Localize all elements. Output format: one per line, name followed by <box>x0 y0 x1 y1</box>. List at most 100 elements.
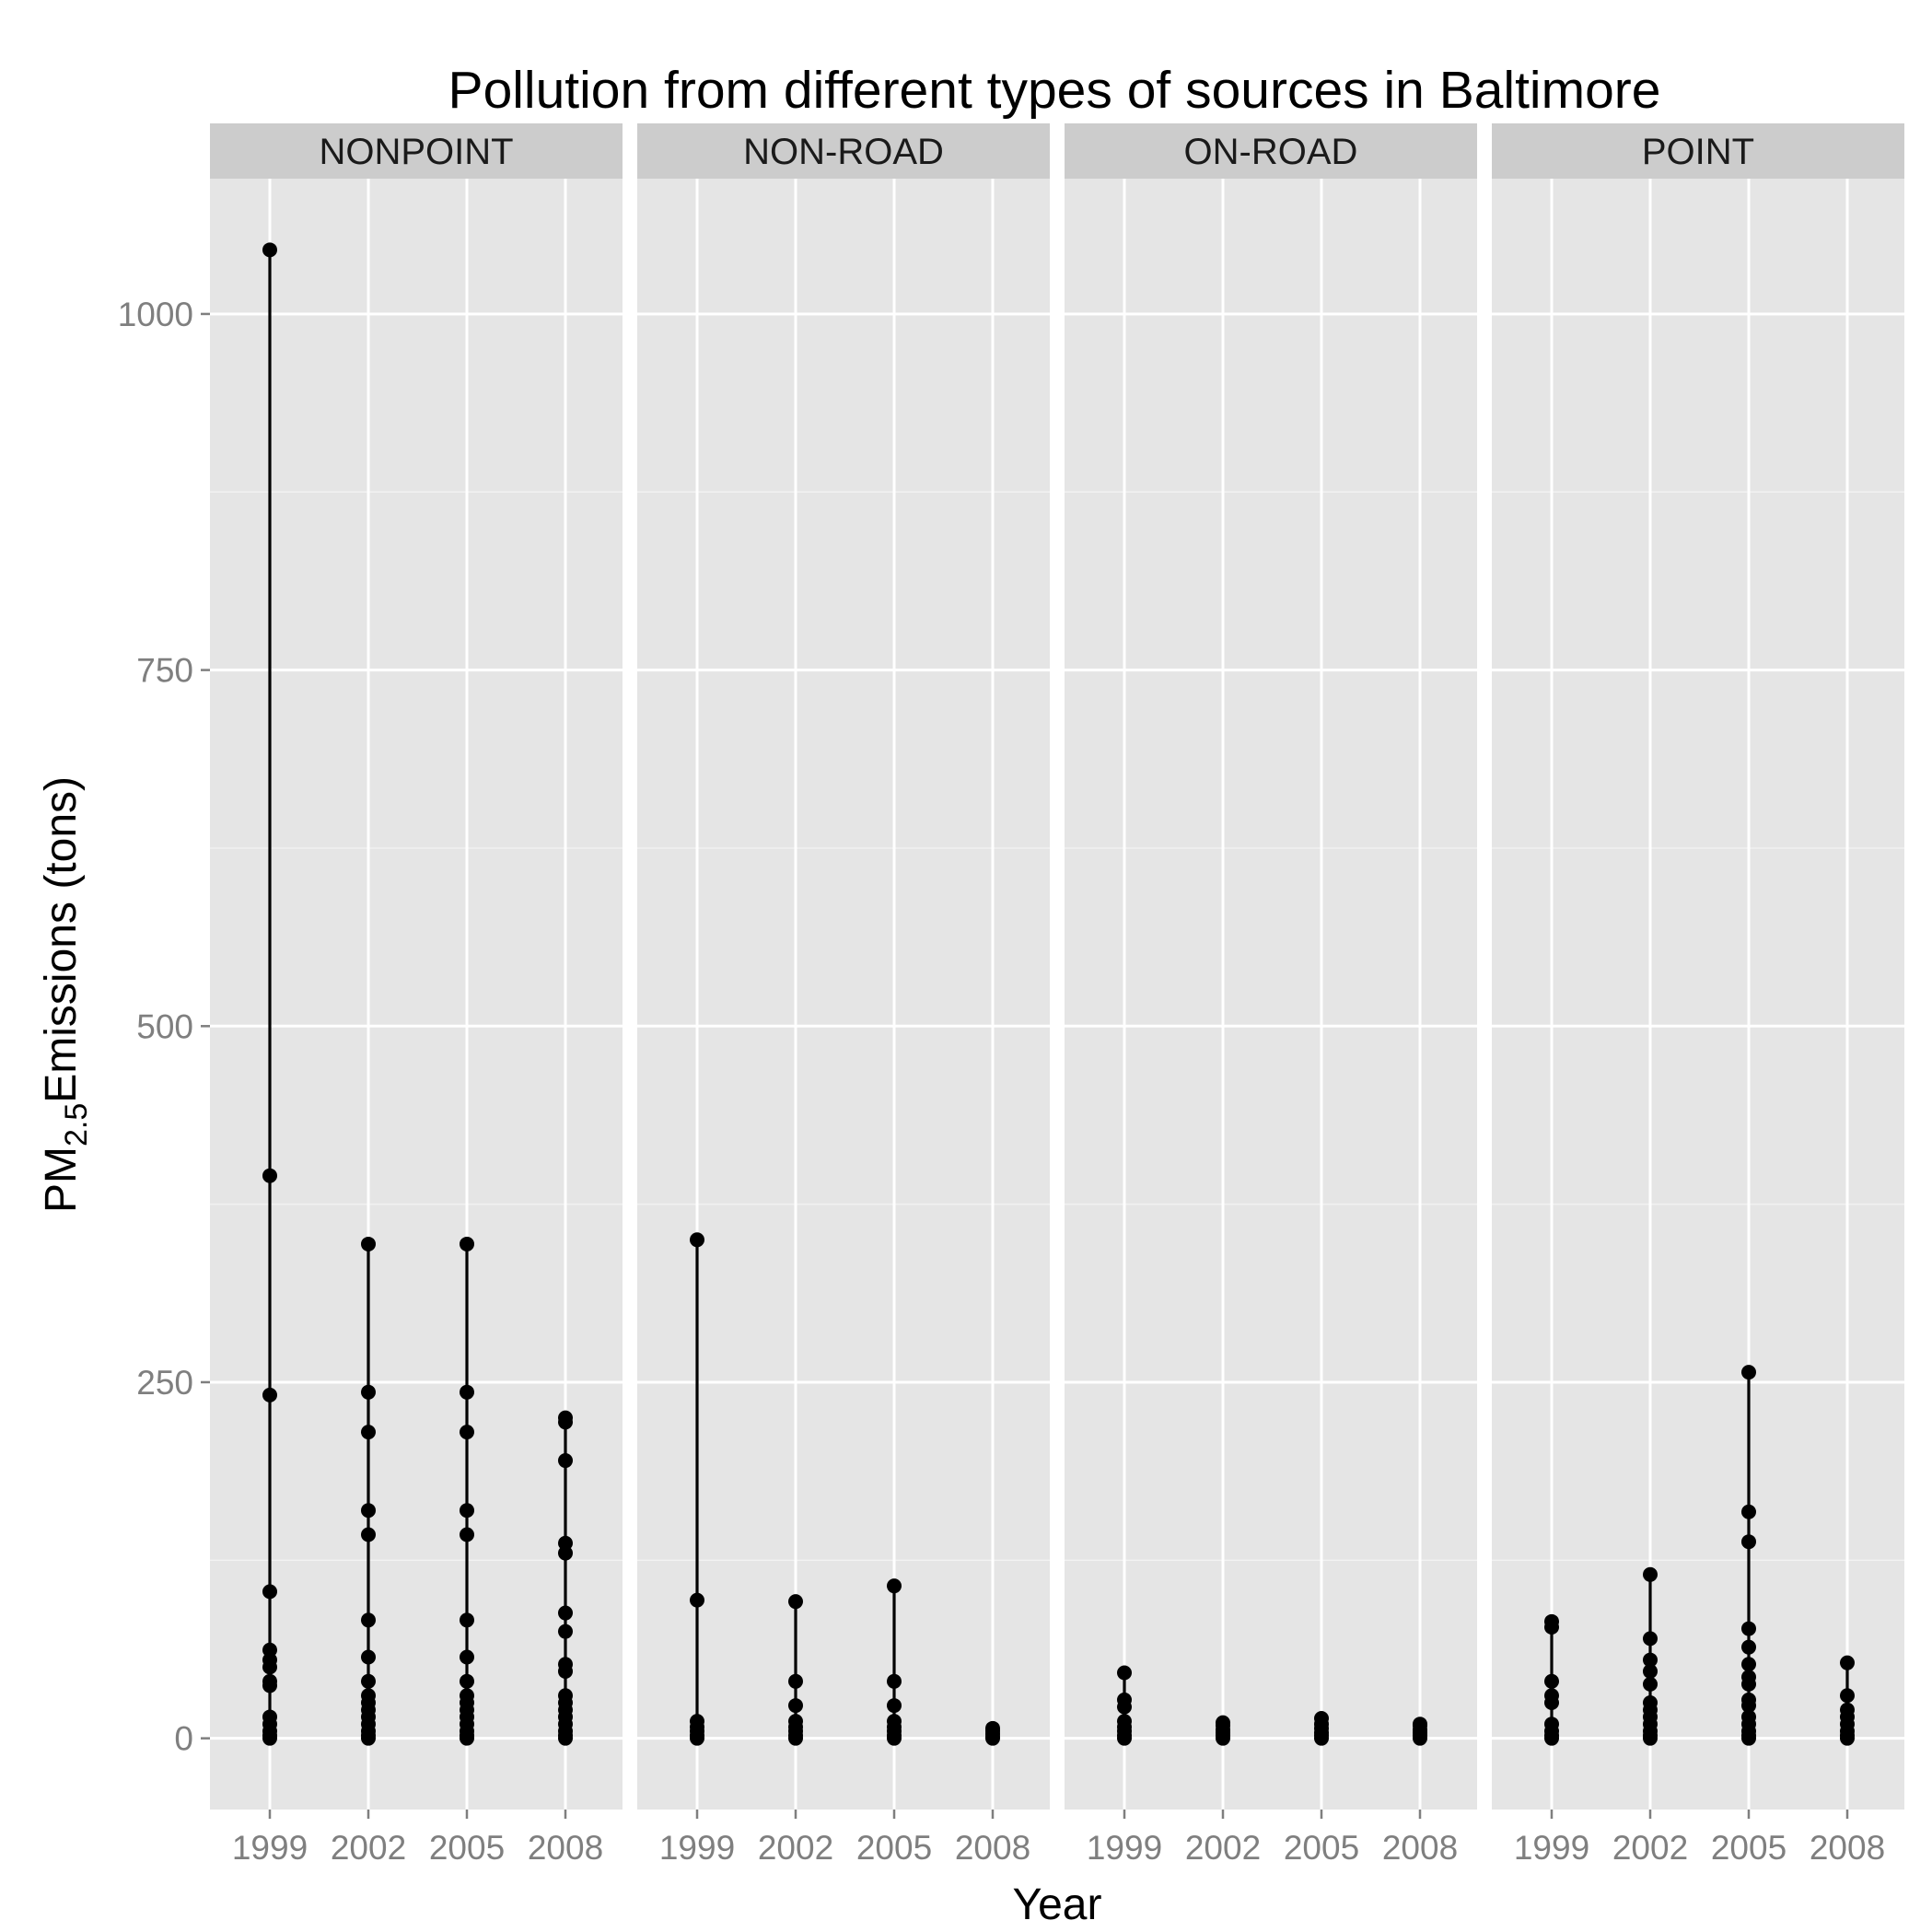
x-tick-label: 2008 <box>955 1829 1030 1867</box>
x-axis-title: Year <box>1013 1880 1102 1929</box>
data-point <box>1741 1657 1756 1672</box>
data-point <box>1544 1688 1559 1704</box>
y-tick-label: 0 <box>174 1720 193 1758</box>
data-point <box>460 1425 474 1440</box>
data-point <box>361 1688 376 1704</box>
data-point <box>788 1714 803 1729</box>
data-point <box>262 1642 277 1658</box>
data-point <box>262 1673 277 1689</box>
y-axis-title-subscript: 2.5 <box>59 1103 94 1146</box>
data-point <box>361 1673 376 1689</box>
data-point <box>1741 1639 1756 1655</box>
data-point <box>361 1236 376 1251</box>
data-point <box>262 1709 277 1725</box>
data-point <box>1840 1655 1855 1670</box>
data-point <box>262 1584 277 1600</box>
x-tick-label: 2002 <box>1612 1829 1688 1867</box>
data-point <box>887 1578 902 1594</box>
data-point <box>788 1673 803 1689</box>
data-point <box>1643 1566 1658 1582</box>
data-point <box>558 1605 573 1621</box>
data-point <box>690 1714 704 1729</box>
data-point <box>690 1232 704 1248</box>
facet-strip <box>1065 123 1477 179</box>
chart-title: Pollution from different types of source… <box>448 61 1661 120</box>
y-axis-title: PM2.5Emissions (tons) <box>37 776 94 1213</box>
data-point <box>460 1673 474 1689</box>
facet-strip <box>1492 123 1904 179</box>
data-point <box>1741 1621 1756 1636</box>
data-point <box>262 242 277 258</box>
data-point <box>1117 1692 1132 1707</box>
data-point <box>788 1594 803 1610</box>
data-point <box>1741 1534 1756 1550</box>
facet-strip-label: NON-ROAD <box>743 132 944 172</box>
facet-panel: ON-ROAD 1999 2002 2005 2008 <box>1065 123 1477 1867</box>
data-point <box>1741 1504 1756 1519</box>
data-point <box>262 1168 277 1183</box>
y-tick-label: 1000 <box>118 296 193 333</box>
data-point <box>1840 1688 1855 1704</box>
data-point <box>460 1527 474 1542</box>
panel-background <box>1065 179 1477 1810</box>
x-tick-label: 2008 <box>1382 1829 1458 1867</box>
facet-strip-label: POINT <box>1642 132 1754 172</box>
x-tick-label: 2005 <box>856 1829 932 1867</box>
data-point <box>460 1612 474 1628</box>
x-tick-label: 2002 <box>1185 1829 1261 1867</box>
data-point <box>1117 1714 1132 1729</box>
data-point <box>1840 1702 1855 1717</box>
x-tick-label: 1999 <box>659 1829 735 1867</box>
data-point <box>690 1592 704 1608</box>
x-tick-label: 2005 <box>1284 1829 1359 1867</box>
y-axis-title-rest: Emissions (tons) <box>37 776 86 1103</box>
panel-background <box>637 179 1050 1810</box>
data-point <box>1643 1676 1658 1692</box>
data-point <box>1216 1715 1230 1730</box>
data-point <box>558 1410 573 1426</box>
x-tick-label: 1999 <box>232 1829 308 1867</box>
x-tick-label: 1999 <box>1514 1829 1589 1867</box>
x-tick-label: 1999 <box>1087 1829 1162 1867</box>
data-point <box>1643 1652 1658 1668</box>
data-point <box>460 1384 474 1400</box>
data-point <box>558 1453 573 1469</box>
data-point <box>1413 1717 1427 1732</box>
x-tick-label: 2005 <box>429 1829 505 1867</box>
x-tick-label: 2008 <box>1810 1829 1885 1867</box>
x-tick-label: 2005 <box>1711 1829 1787 1867</box>
facet-panels: NONPOINT 1999 2002 2005 2008 NON-ROAD 1999 2002… <box>210 123 1904 1867</box>
facet-strip-label: ON-ROAD <box>1184 132 1358 172</box>
data-point <box>788 1698 803 1714</box>
facet-panel: NONPOINT 1999 2002 2005 2008 <box>210 123 623 1867</box>
facet-panel: POINT 1999 2002 2005 2008 <box>1492 123 1904 1867</box>
y-axis-title-main: PM <box>37 1146 86 1213</box>
data-point <box>887 1673 902 1689</box>
facet-strip <box>210 123 623 179</box>
facet-strip-label: NONPOINT <box>319 132 513 172</box>
facet-strip <box>637 123 1050 179</box>
data-point <box>361 1527 376 1542</box>
data-point <box>1643 1663 1658 1679</box>
data-point <box>1544 1673 1559 1689</box>
data-point <box>361 1425 376 1440</box>
data-point <box>460 1688 474 1704</box>
data-point <box>262 1387 277 1402</box>
data-point <box>558 1657 573 1672</box>
data-point <box>460 1503 474 1519</box>
data-point <box>1643 1631 1658 1647</box>
data-point <box>558 1535 573 1551</box>
data-point <box>460 1236 474 1251</box>
x-tick-label: 2008 <box>528 1829 603 1867</box>
x-tick-label: 2002 <box>331 1829 406 1867</box>
panel-background <box>1492 179 1904 1810</box>
data-point <box>1741 1709 1756 1725</box>
y-tick-label: 750 <box>136 652 193 690</box>
data-point <box>361 1503 376 1519</box>
data-point <box>1314 1711 1329 1727</box>
data-point <box>361 1384 376 1400</box>
data-point <box>1741 1670 1756 1685</box>
data-point <box>1741 1692 1756 1707</box>
panel-background <box>210 179 623 1810</box>
